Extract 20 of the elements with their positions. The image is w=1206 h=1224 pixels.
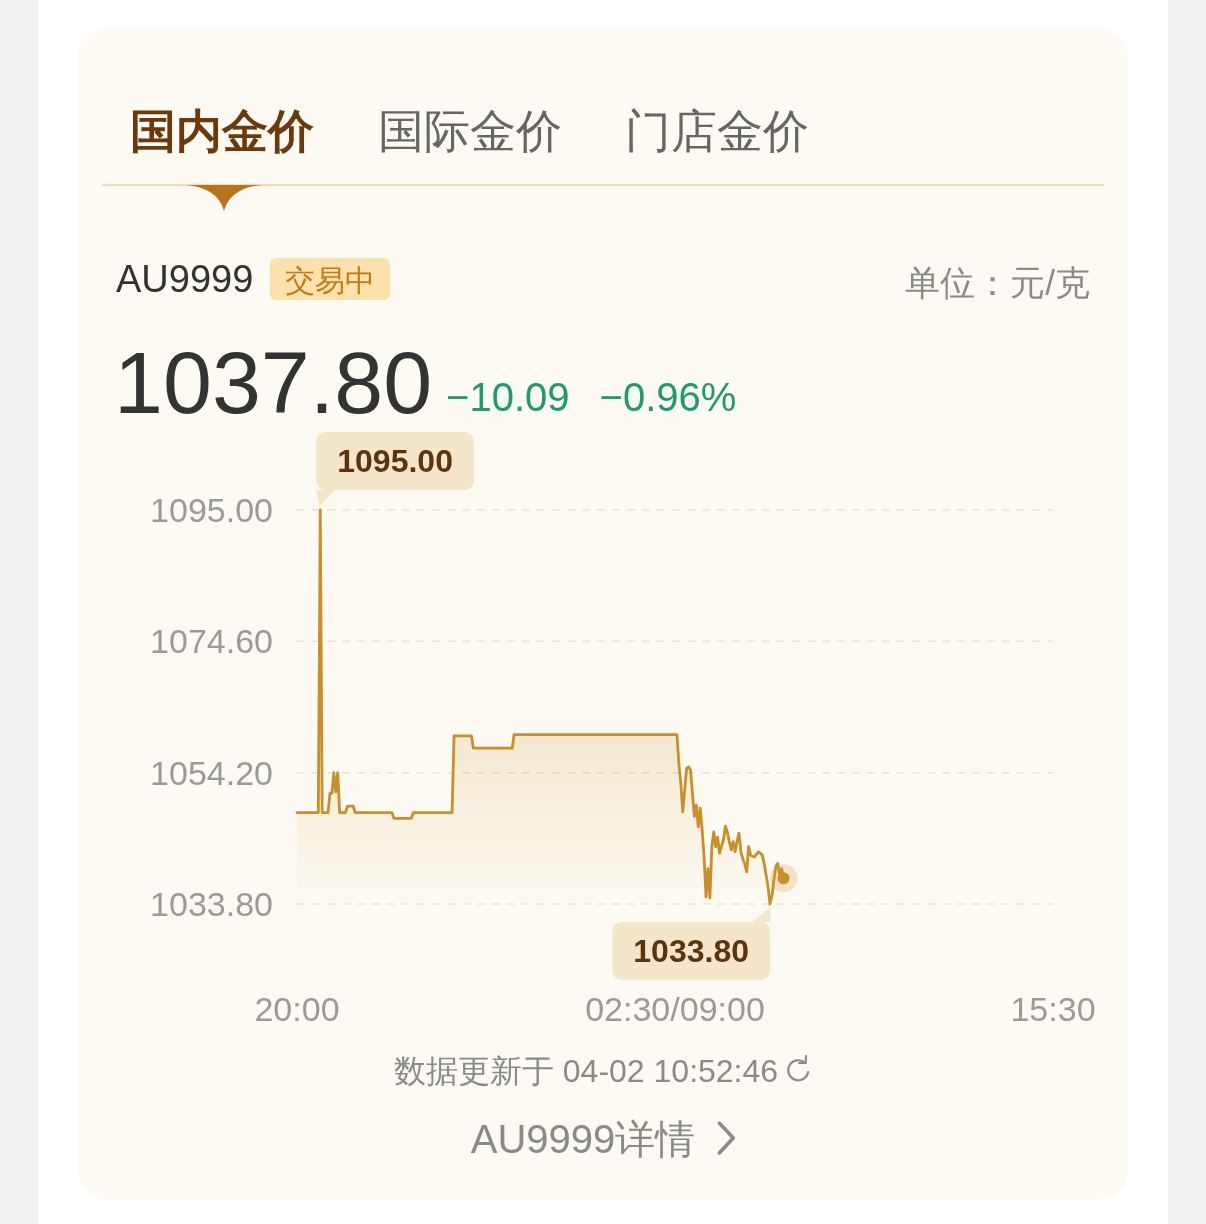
chart-title: AU9999: [116, 258, 254, 300]
text: 1095.00: [337, 443, 453, 479]
chart-subtitle: 交易中: [285, 264, 375, 297]
x-tick-label: 02:30/09:00: [585, 990, 765, 1028]
text: 门店金价: [625, 105, 809, 157]
text: 数据更新于 04-02 10:52:46: [393, 1053, 779, 1089]
y-tick-label: 1095.00: [150, 491, 273, 529]
text: AU9999详情: [470, 1117, 696, 1161]
y-tick-label: 1054.20: [150, 753, 273, 792]
x-tick-label: 20:00: [254, 990, 340, 1028]
y-tick-label: 1074.60: [150, 622, 273, 661]
text: 1037.80: [114, 333, 433, 432]
x-tick-label: 15:30: [1010, 990, 1096, 1028]
text: 单位：元/克: [905, 263, 1090, 302]
text: −10.09: [446, 375, 570, 419]
annotation: 1033.80: [633, 933, 749, 969]
y-tick-label: 1033.80: [150, 885, 273, 923]
text: 国际金价: [378, 105, 562, 157]
text: −0.96%: [599, 375, 737, 419]
text: 国内金价: [130, 105, 314, 157]
